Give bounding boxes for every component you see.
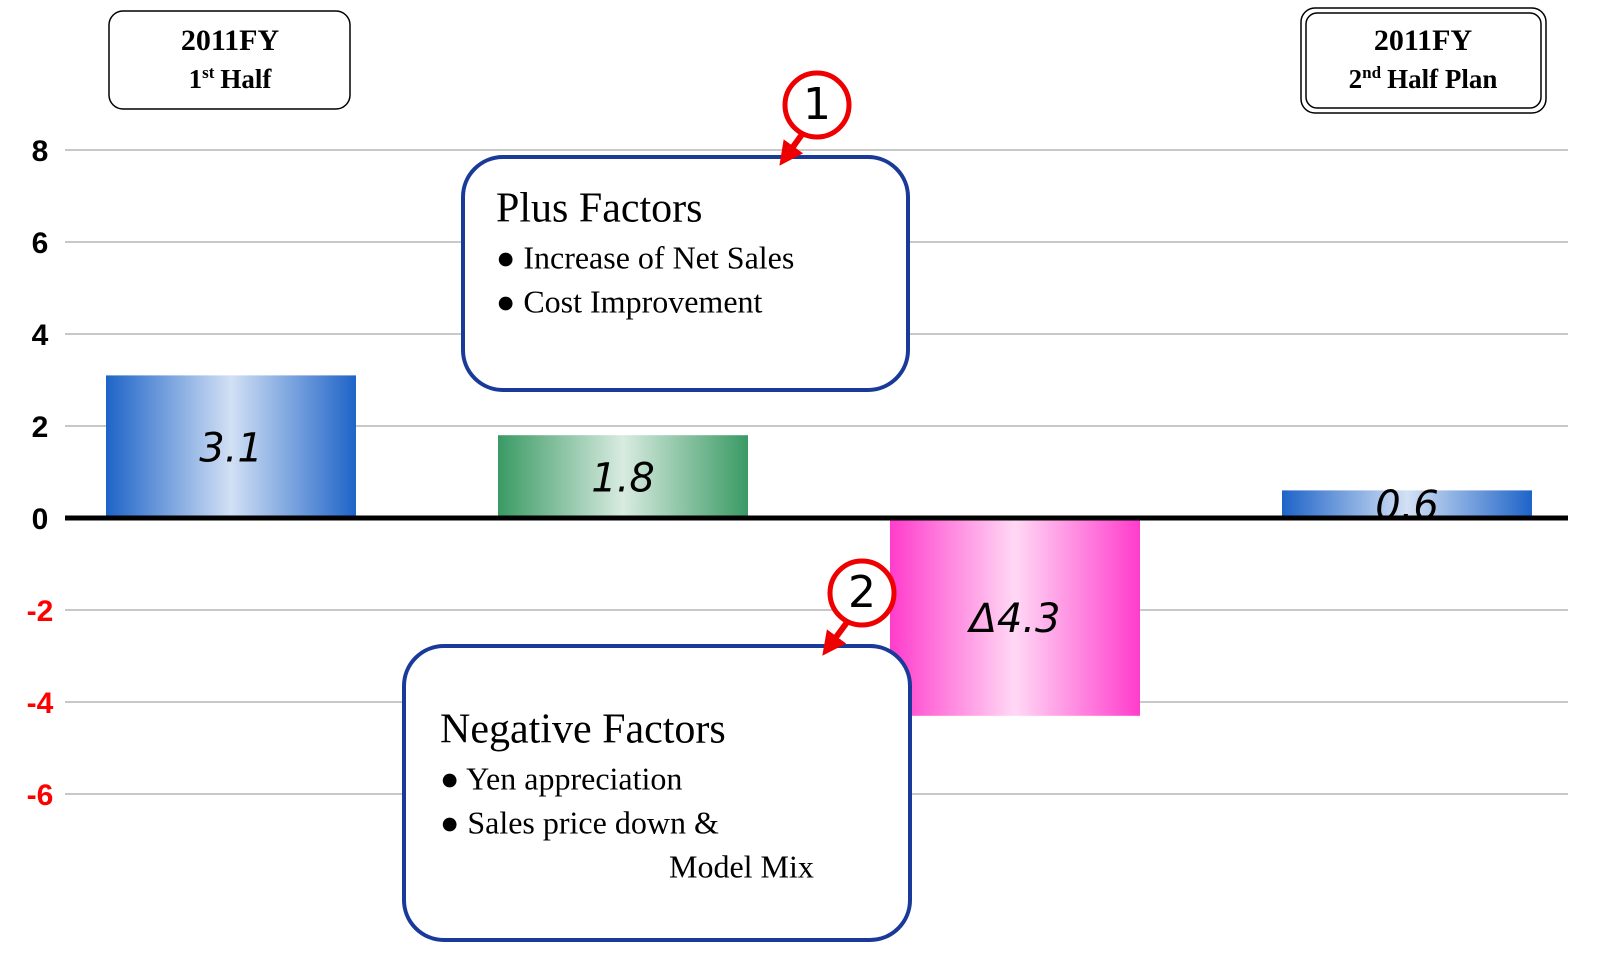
value-label: 1.8 bbox=[591, 456, 655, 502]
callout-item: ● Cost Improvement bbox=[496, 283, 763, 319]
period-suffix: nd bbox=[1362, 63, 1381, 82]
callout-title: Negative Factors bbox=[440, 707, 726, 753]
callout-item: ● Increase of Net Sales bbox=[496, 239, 794, 275]
value-labels: 3.1 1.8 Δ4.3 0.6 bbox=[199, 426, 1439, 642]
period-box-frame bbox=[1305, 12, 1542, 109]
period-box-frame bbox=[108, 10, 351, 110]
callout-marker bbox=[782, 70, 852, 140]
value-label: 3.1 bbox=[199, 426, 263, 472]
value-label: Δ4.3 bbox=[967, 596, 1061, 642]
y-tick-label: 4 bbox=[32, 319, 49, 352]
bar bbox=[106, 375, 356, 518]
callout-frame bbox=[402, 644, 912, 942]
period-box: 2011FY 2nd Half Plan bbox=[1300, 7, 1547, 114]
callout: Plus Factors ● Increase of Net Sales ● C… bbox=[461, 70, 910, 392]
period-title: 2011FY bbox=[181, 24, 280, 57]
period-label: 2nd Half Plan bbox=[1349, 63, 1498, 94]
y-tick-label: 8 bbox=[32, 135, 49, 168]
y-tick-label: -6 bbox=[27, 779, 54, 812]
period-label: 1st Half bbox=[189, 63, 273, 94]
callout-item: ● Yen appreciation bbox=[440, 760, 682, 796]
bars bbox=[106, 375, 1532, 716]
callout-item: Model Mix bbox=[669, 848, 814, 884]
bar bbox=[1282, 490, 1532, 518]
period-box-frame bbox=[1300, 7, 1547, 114]
period-ordinal: 2 bbox=[1349, 64, 1363, 94]
y-tick-label: 2 bbox=[32, 411, 49, 444]
y-tick-label: -4 bbox=[27, 687, 54, 720]
y-tick-label: -2 bbox=[27, 595, 54, 628]
period-suffix: st bbox=[202, 63, 215, 82]
callout-frame bbox=[461, 155, 910, 392]
period-name: Half Plan bbox=[1387, 64, 1497, 94]
y-tick-label: 6 bbox=[32, 227, 49, 260]
callout-arrow bbox=[779, 131, 806, 166]
callout-arrow bbox=[822, 619, 851, 656]
period-title: 2011FY bbox=[1374, 24, 1473, 57]
bar bbox=[890, 518, 1140, 716]
callout-item: ● Sales price down & bbox=[440, 804, 719, 840]
callout-marker-text: 1 bbox=[803, 79, 831, 130]
value-label: 0.6 bbox=[1375, 483, 1439, 529]
callout-marker bbox=[827, 558, 897, 628]
y-tick-label: 0 bbox=[32, 503, 49, 536]
callout-marker-text: 2 bbox=[848, 567, 876, 618]
callout: Negative Factors ● Yen appreciation ● Sa… bbox=[402, 558, 912, 942]
period-name: Half bbox=[220, 64, 272, 94]
period-ordinal: 1 bbox=[189, 64, 203, 94]
bar bbox=[498, 435, 748, 518]
period-box: 2011FY 1st Half bbox=[108, 10, 351, 110]
callout-title: Plus Factors bbox=[496, 186, 703, 232]
